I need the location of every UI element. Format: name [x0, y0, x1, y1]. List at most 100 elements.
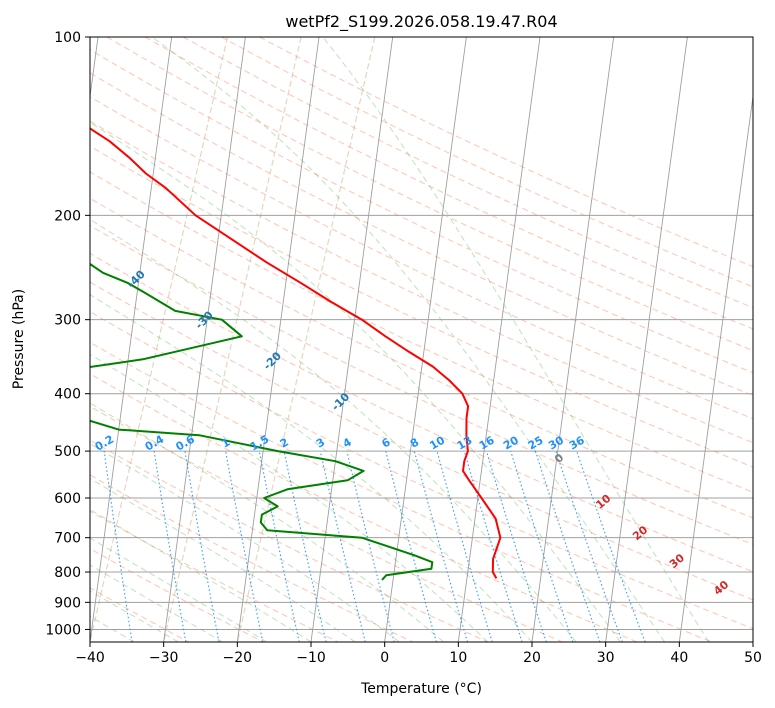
- moist-adiabat-line: [90, 477, 356, 642]
- mixing-ratio-line: [258, 450, 300, 642]
- dry-adiabat-line: [90, 281, 753, 601]
- mixing-ratio-line: [319, 450, 366, 642]
- moist-adiabat-line: [90, 590, 179, 642]
- y-tick-label: 700: [54, 531, 81, 547]
- temperature-line: [90, 127, 502, 579]
- x-tick-label: 0: [380, 650, 389, 666]
- y-tick-label: 400: [54, 387, 81, 403]
- y-tick-label: 200: [54, 208, 81, 224]
- mixing-ratio-label: 8: [408, 436, 421, 451]
- isotherm-line: [457, 37, 541, 642]
- isotherm-line: [90, 37, 99, 100]
- mixing-ratio-line: [184, 451, 220, 642]
- dry-adiabat-line: [90, 405, 563, 642]
- x-axis: −40 −30 −20 −10 0 10 20 30 40 50: [75, 642, 762, 666]
- isotherm-label: -20: [261, 349, 284, 372]
- mixing-ratio-label: 20: [501, 433, 521, 452]
- mixing-ratio-label: 6: [379, 435, 392, 450]
- moist-adiabat-label: 10: [593, 492, 613, 512]
- moist-adiabat-line: [322, 37, 710, 642]
- dry-adiabat-line: [90, 252, 753, 573]
- mixing-ratio-line: [534, 450, 601, 642]
- mixing-ratio-label: 25: [526, 434, 546, 453]
- mixing-ratio-line: [576, 450, 646, 642]
- dewpoint-line: [90, 262, 434, 581]
- moist-adiabat-line: [90, 443, 400, 642]
- isotherm-line: [310, 37, 394, 642]
- plot-area: 0.10.20.40.611.52346810131620253036-100-…: [0, 37, 753, 642]
- sounding-series: [90, 127, 502, 581]
- x-tick-label: −10: [296, 650, 326, 666]
- moist-adiabat-line: [90, 218, 577, 642]
- isotherm-line: [163, 37, 246, 642]
- frost-point-line: [163, 37, 302, 642]
- mixing-ratio-label: 1.5: [248, 433, 271, 454]
- y-tick-label: 500: [54, 444, 81, 460]
- dry-adiabat-line: [90, 510, 339, 642]
- dry-adiabat-line: [90, 171, 753, 493]
- dry-adiabat-line: [259, 37, 753, 268]
- mixing-ratio-label: 16: [477, 433, 497, 452]
- moist-adiabat-label: 40: [711, 578, 731, 598]
- isotherm-label: -50: [56, 227, 79, 250]
- dry-adiabat-line: [90, 96, 753, 420]
- dry-adiabat-line: [90, 341, 712, 642]
- y-tick-label: 300: [54, 313, 81, 329]
- y-tick-label: 800: [54, 565, 81, 581]
- mixing-ratio-line: [225, 451, 264, 642]
- mixing-ratio-line: [283, 450, 327, 642]
- frost-point-line: [236, 37, 376, 642]
- dry-adiabat-line: [90, 439, 488, 642]
- moist-adiabat-label: 30: [667, 551, 687, 571]
- dry-adiabat-line: [90, 587, 190, 642]
- isotherm-label: -60: [0, 186, 12, 209]
- y-tick-label: 600: [54, 491, 81, 507]
- mixing-ratio-lines: [103, 450, 646, 642]
- dry-adiabat-line: [90, 120, 753, 444]
- x-tick-label: −20: [223, 650, 253, 666]
- background-grid: [90, 37, 753, 642]
- isotherm-line: [90, 37, 173, 642]
- dry-adiabat-line: [182, 37, 753, 309]
- y-axis: 100 200 300 400 500 600 700 800 900 1000: [45, 30, 90, 638]
- x-tick-label: −30: [149, 650, 179, 666]
- isotherm-line: [236, 37, 320, 642]
- y-tick-label: 1000: [45, 622, 81, 638]
- mixing-ratio-line: [103, 451, 133, 642]
- isotherm-line: [531, 37, 615, 642]
- mixing-ratio-line: [346, 450, 395, 642]
- x-tick-label: 10: [449, 650, 467, 666]
- isotherm-label: -40: [125, 268, 148, 291]
- mixing-ratio-label: 10: [427, 433, 447, 452]
- mixing-ratio-line: [463, 450, 523, 642]
- x-tick-label: 30: [597, 650, 615, 666]
- moist-adiabat-line: [90, 508, 312, 642]
- mixing-ratio-line: [555, 450, 623, 642]
- dry-adiabat-line: [90, 548, 264, 642]
- isotherm-label: -30: [193, 308, 216, 331]
- dry-adiabat-line: [90, 373, 638, 642]
- chart-title: wetPf2_S199.2026.058.19.47.R04: [285, 12, 557, 32]
- moist-adiabat-line: [90, 564, 223, 642]
- mixing-ratio-label: 2: [278, 436, 291, 451]
- moist-adiabat-line: [90, 537, 268, 642]
- moist-adiabat-line: [151, 37, 666, 642]
- y-tick-label: 100: [54, 30, 81, 46]
- mixing-ratio-line: [485, 450, 547, 642]
- isotherm-line: [384, 37, 467, 642]
- mixing-ratio-label: 1: [219, 436, 232, 451]
- moist-adiabat-line: [90, 353, 489, 642]
- moist-adiabat-label: 20: [630, 523, 650, 543]
- inline-labels: 0.10.20.40.611.52346810131620253036-100-…: [0, 186, 732, 598]
- x-tick-label: 50: [744, 650, 762, 666]
- dry-adiabat-line: [90, 197, 753, 519]
- isotherm-line: [678, 93, 753, 642]
- mixing-ratio-line: [153, 451, 187, 642]
- isotherm-line: [752, 638, 753, 642]
- mixing-ratio-label: 4: [341, 435, 354, 450]
- dry-adiabat-line: [144, 37, 753, 330]
- plot-frame: [89, 36, 754, 643]
- dry-adiabat-line: [90, 145, 753, 468]
- x-tick-label: 20: [523, 650, 541, 666]
